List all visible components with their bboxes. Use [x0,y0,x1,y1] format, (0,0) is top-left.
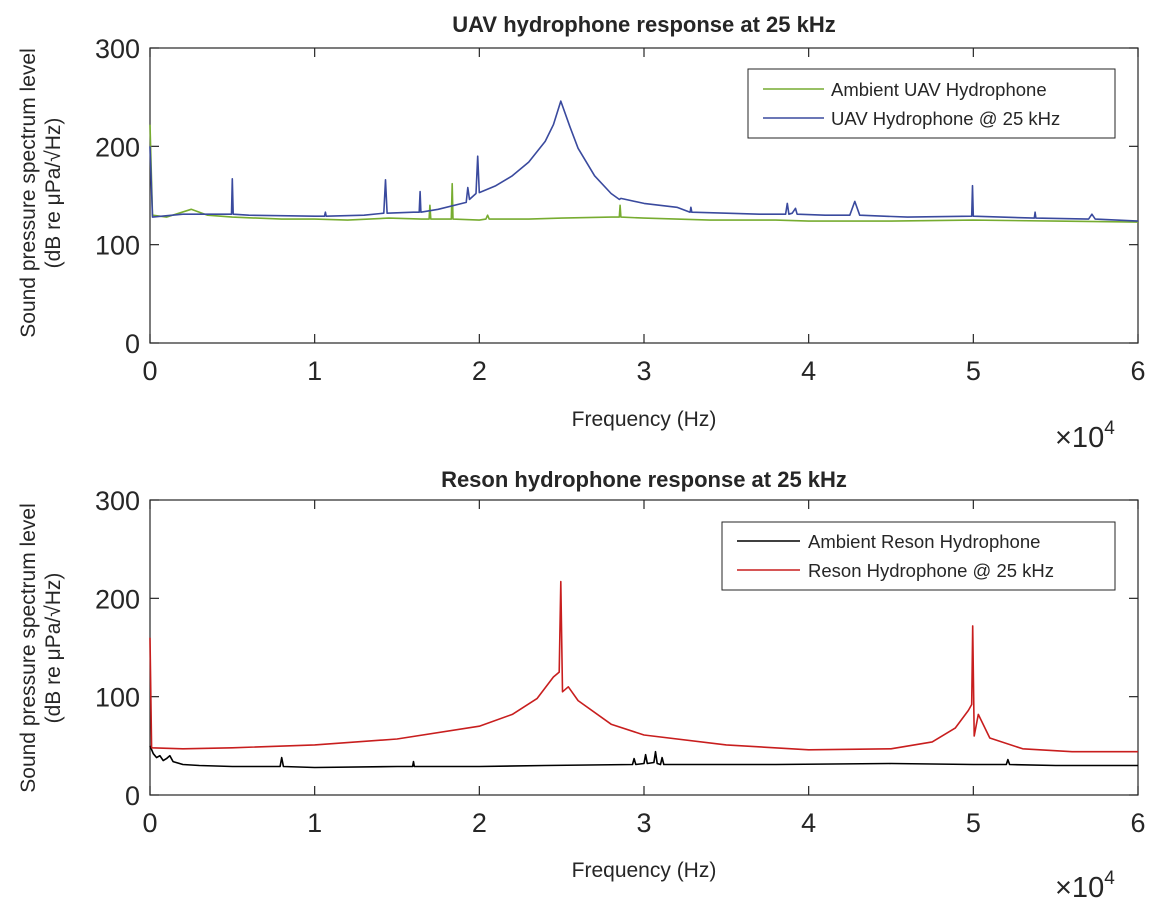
y-tick-label: 100 [95,231,140,261]
x-axis-multiplier-exp: 4 [1104,418,1115,439]
y-tick-label: 100 [95,683,140,713]
tick-marks [149,47,1139,344]
x-axis-multiplier: ×104 [1055,418,1115,454]
legend-entry-reson-25khz: Reson Hydrophone @ 25 kHz [808,560,1054,581]
legend: Ambient Reson Hydrophone Reson Hydrophon… [721,521,1116,591]
x-axis-multiplier: ×104 [1055,868,1115,903]
chart-uav: UAV hydrophone response at 25 kHz Sound … [17,12,1146,454]
legend-box [721,521,1116,591]
legend-entry-ambient-reson: Ambient Reson Hydrophone [808,531,1040,552]
y-tick-label: 200 [95,584,140,614]
chart-reson: Reson hydrophone response at 25 kHz Soun… [17,467,1146,903]
y-axis-label-line2: (dB re μPa/√Hz) [42,118,65,269]
y-tick-labels: 0 100 200 300 [95,486,140,811]
chart-title: Reson hydrophone response at 25 kHz [441,467,847,492]
x-tick-labels: 0 1 2 3 4 5 6 [142,808,1145,838]
x-tick-label: 4 [801,356,816,386]
tick-marks [149,499,1139,796]
x-tick-label: 6 [1130,808,1145,838]
y-axis-label: Sound pressure spectrum level (dB re μPa… [17,503,65,792]
series-line-uav-hydrophone-25-khz [149,100,1139,222]
x-tick-label: 2 [472,808,487,838]
x-tick-label: 1 [307,808,322,838]
series-line-ambient-uav-hydrophone [149,124,1139,223]
legend-box [747,68,1116,139]
x-axis-multiplier-exp: 4 [1104,868,1115,889]
y-tick-label: 200 [95,132,140,162]
series-line-reson-hydrophone-25-khz [149,580,1138,753]
x-axis-multiplier-base: ×10 [1055,422,1104,454]
series-line-ambient-reson-hydrophone [149,745,1138,769]
chart-title: UAV hydrophone response at 25 kHz [452,12,835,37]
legend: Ambient UAV Hydrophone UAV Hydrophone @ … [747,68,1116,139]
y-tick-label: 300 [95,486,140,516]
x-tick-label: 3 [636,808,651,838]
y-axis-label: Sound pressure spectrum level (dB re μPa… [17,48,65,337]
series-layer [149,100,1139,223]
series-layer [149,580,1138,769]
x-tick-label: 4 [801,808,816,838]
x-tick-label: 0 [142,356,157,386]
x-tick-labels: 0 1 2 3 4 5 6 [142,356,1145,386]
x-tick-label: 6 [1130,356,1145,386]
x-tick-label: 3 [636,356,651,386]
x-tick-label: 5 [966,808,981,838]
y-axis-label-line1: Sound pressure spectrum level [17,503,40,792]
x-axis-label: Frequency (Hz) [572,408,717,431]
y-tick-label: 0 [125,781,140,811]
y-tick-label: 0 [125,329,140,359]
y-tick-labels: 0 100 200 300 [95,34,140,359]
x-tick-label: 5 [966,356,981,386]
y-axis-label-line2: (dB re μPa/√Hz) [42,573,65,724]
x-tick-label: 2 [472,356,487,386]
x-tick-label: 0 [142,808,157,838]
x-axis-multiplier-base: ×10 [1055,872,1104,903]
legend-entry-ambient-uav: Ambient UAV Hydrophone [831,79,1047,100]
y-tick-label: 300 [95,34,140,64]
x-axis-label: Frequency (Hz) [572,859,717,882]
y-axis-label-line1: Sound pressure spectrum level [17,48,40,337]
x-tick-label: 1 [307,356,322,386]
legend-entry-uav-25khz: UAV Hydrophone @ 25 kHz [831,108,1060,129]
